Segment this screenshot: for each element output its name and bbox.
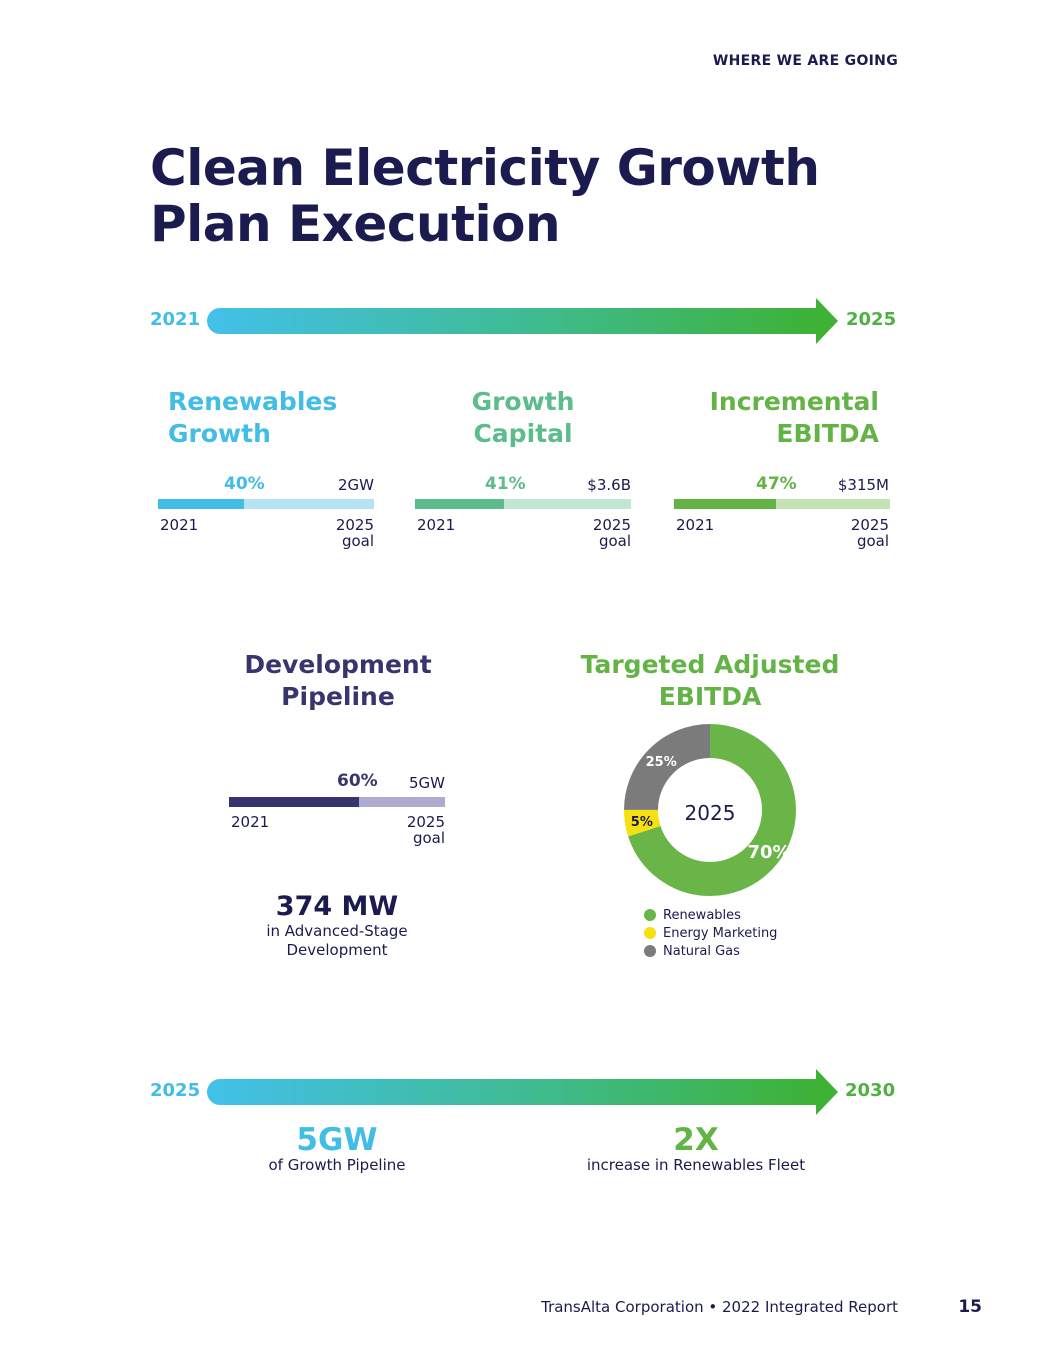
donut-slice-energy-marketing [624,724,796,896]
timeline-top-start: 2021 [150,309,201,330]
metric-ebitda-title: Incremental EBITDA [710,386,879,450]
metric-ebitda-bar-fill [674,499,776,509]
metric-capital-end-goal: goal [598,532,631,550]
legend-item-natural-gas: Natural Gas [644,942,777,960]
timeline-top-arrow [207,298,843,344]
metric-ebitda-goal: $315M [837,476,889,494]
page-title: Clean Electricity Growth Plan Execution [150,139,820,253]
metric-capital-pct: 41% [485,474,526,494]
timeline-bottom-arrow [207,1069,843,1115]
section-label: WHERE WE ARE GOING [712,53,898,69]
metric-capital-bar [415,499,631,509]
donut-label-energy-marketing: 5% [631,815,653,830]
legend-dot [644,927,656,939]
metric-capital-end-year: 2025 [592,516,631,534]
bottom-right-sub: increase in Renewables Fleet [586,1156,806,1174]
legend-item-renewables: Renewables [644,906,777,924]
legend-label: Renewables [663,907,741,923]
legend-item-energy-marketing: Energy Marketing [644,924,777,942]
page-title-line2: Plan Execution [150,195,561,253]
metric-renewables-title-line1: Renewables [168,387,338,416]
footer-text: TransAlta Corporation • 2022 Integrated … [541,1298,898,1316]
metric-capital-bar-fill [415,499,504,509]
metric-renewables-pct: 40% [224,474,265,494]
metric-capital-title-line2: Capital [473,419,573,448]
metric-renewables-end-goal: goal [341,532,374,550]
bottom-left-sub: of Growth Pipeline [268,1156,406,1174]
metric-capital-title: Growth Capital [423,386,623,450]
pipeline-bar-fill [229,797,359,807]
pipeline-stat-sub-line1: in Advanced-Stage [266,922,408,940]
metric-renewables-title: Renewables Growth [168,386,337,450]
pipeline-stat-sub: in Advanced-Stage Development [217,922,457,960]
pipeline-bar [229,797,445,807]
timeline-bottom-end: 2030 [845,1080,896,1101]
timeline-top-end: 2025 [846,309,897,330]
pipeline-title-line1: Development [244,650,432,679]
metric-renewables-goal: 2GW [338,476,374,494]
bottom-left-stat: 5GW [296,1122,378,1158]
ebitda-donut-chart: 2025 70% 5% 25% [624,724,796,896]
metric-renewables-end: 2025 goal [336,517,374,549]
timeline-bottom-start: 2025 [150,1080,201,1101]
metric-capital-end: 2025 goal [593,517,631,549]
metric-ebitda-end-year: 2025 [850,516,889,534]
metric-capital-start: 2021 [417,516,456,534]
metric-renewables-bar-fill [158,499,245,509]
metric-renewables-end-year: 2025 [335,516,374,534]
legend-dot [644,945,656,957]
donut-label-renewables: 70% [748,842,791,863]
page-title-line1: Clean Electricity Growth [150,139,820,197]
ebitda-chart-title-line1: Targeted Adjusted [580,650,840,679]
pipeline-title-line2: Pipeline [281,682,395,711]
pipeline-goal: 5GW [409,774,445,792]
metric-ebitda-title-line2: EBITDA [776,419,879,448]
ebitda-chart-title-line2: EBITDA [658,682,762,711]
legend-label: Energy Marketing [663,925,778,941]
donut-slice-natural-gas [624,724,796,896]
pipeline-pct: 60% [337,771,378,791]
ebitda-chart-title: Targeted Adjusted EBITDA [560,649,860,713]
ebitda-legend: Renewables Energy Marketing Natural Gas [644,906,777,960]
metric-renewables-start: 2021 [160,516,199,534]
metric-ebitda-start: 2021 [676,516,715,534]
metric-renewables-bar [158,499,374,509]
pipeline-end-goal: goal [412,829,445,847]
legend-label: Natural Gas [663,943,740,959]
legend-dot [644,909,656,921]
bottom-right-stat: 2X [673,1122,719,1158]
metric-renewables-title-line2: Growth [168,419,271,448]
donut-center-label: 2025 [685,801,736,825]
metric-ebitda-pct: 47% [756,474,797,494]
pipeline-stat-sub-line2: Development [286,941,388,959]
metric-ebitda-end: 2025 goal [851,517,889,549]
metric-ebitda-title-line1: Incremental [709,387,879,416]
page-number: 15 [958,1297,982,1317]
metric-capital-goal: $3.6B [587,476,631,494]
pipeline-stat: 374 MW [275,891,399,922]
pipeline-start: 2021 [231,813,270,831]
pipeline-end: 2025 goal [407,814,445,846]
donut-label-natural-gas: 25% [646,755,677,770]
pipeline-end-year: 2025 [406,813,445,831]
metric-capital-title-line1: Growth [471,387,575,416]
pipeline-title: Development Pipeline [226,649,450,713]
metric-ebitda-bar [674,499,890,509]
metric-ebitda-end-goal: goal [856,532,889,550]
